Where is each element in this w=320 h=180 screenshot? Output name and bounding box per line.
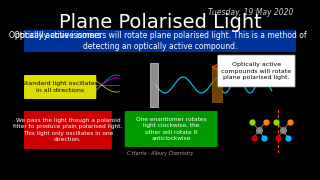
Text: Plane Polarised Light: Plane Polarised Light xyxy=(59,12,261,32)
FancyBboxPatch shape xyxy=(212,68,222,102)
Text: C Harris - Albury Chemistry: C Harris - Albury Chemistry xyxy=(127,152,193,156)
Text: Optically active isomers: Optically active isomers xyxy=(9,31,101,40)
FancyBboxPatch shape xyxy=(24,111,112,149)
FancyBboxPatch shape xyxy=(125,111,218,147)
Text: Standard light oscillates
in all directions: Standard light oscillates in all directi… xyxy=(22,81,98,93)
FancyBboxPatch shape xyxy=(218,55,295,87)
Text: Optically active
compounds will rotate
plane polarised light.: Optically active compounds will rotate p… xyxy=(221,62,292,80)
Text: Optically active isomers will rotate plane polarised light. This is a method of
: Optically active isomers will rotate pla… xyxy=(14,31,306,51)
Text: Tuesday, 19 May 2020: Tuesday, 19 May 2020 xyxy=(208,8,293,17)
Text: One enantiomer rotates
light clockwise, the
other will rotate it
anticlockwise: One enantiomer rotates light clockwise, … xyxy=(136,117,206,141)
FancyBboxPatch shape xyxy=(150,63,158,107)
FancyBboxPatch shape xyxy=(24,75,96,99)
FancyBboxPatch shape xyxy=(24,30,296,52)
Text: We pass the light though a polaroid
filter to produce plain polarised light.
Thi: We pass the light though a polaroid filt… xyxy=(13,118,123,142)
